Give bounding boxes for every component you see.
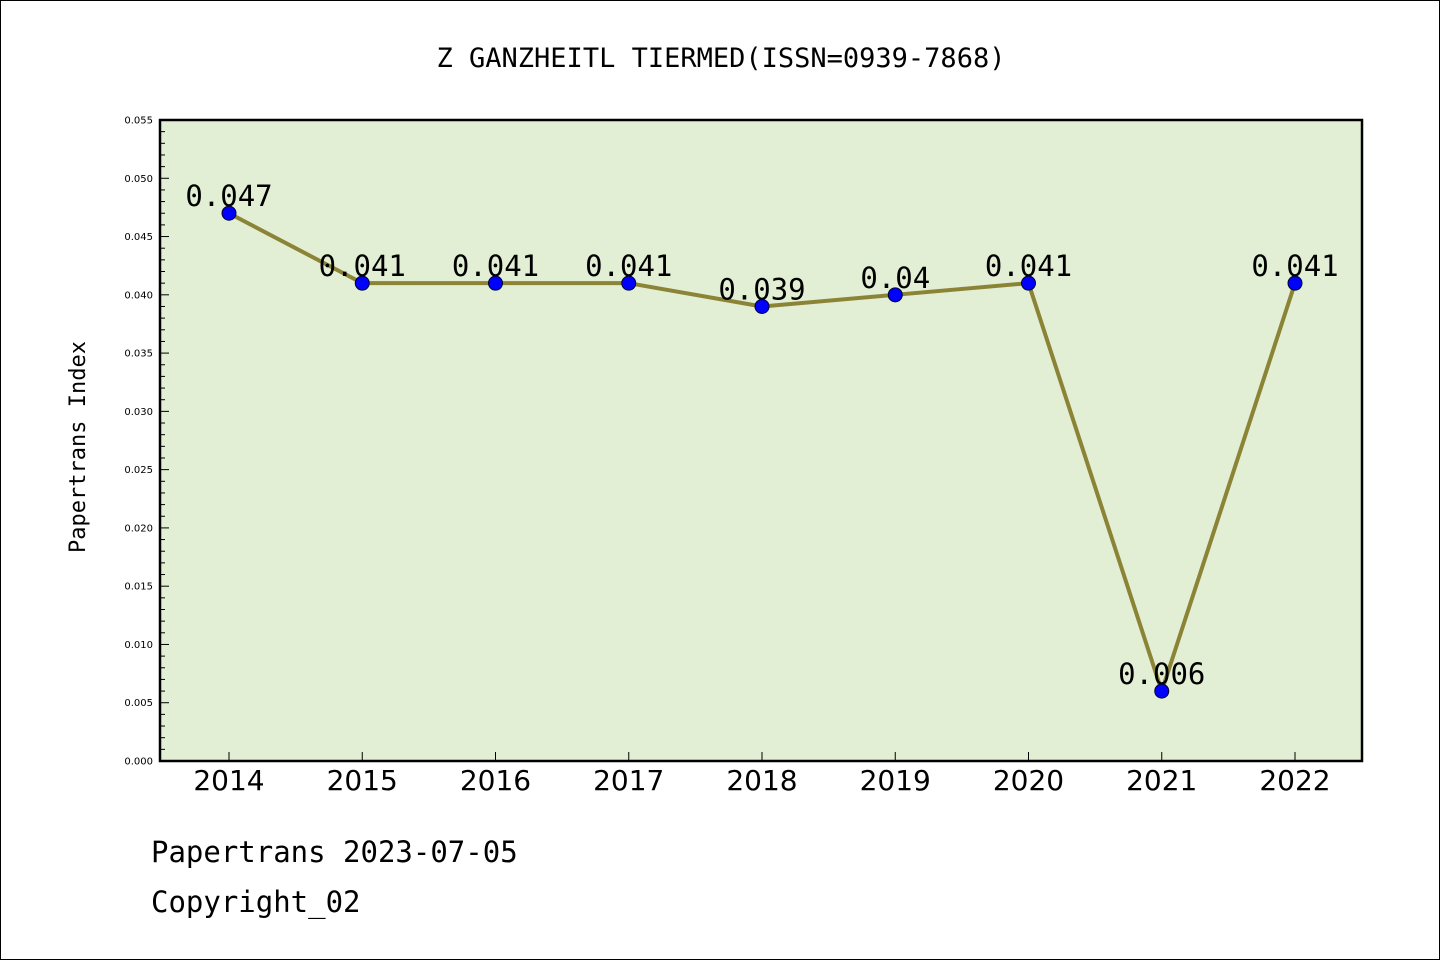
data-label: 0.04 xyxy=(860,261,930,295)
data-point xyxy=(887,287,903,303)
y-axis: 0.000 0.005 0.010 0.015 0.020 0.025 0.030 0.035… xyxy=(124,116,169,768)
data-label: 0.041 xyxy=(585,249,672,283)
x-tick-label: 2021 xyxy=(1126,764,1197,797)
x-tick-label: 2018 xyxy=(726,764,797,797)
data-point xyxy=(221,205,237,221)
y-tick-label: 0.040 xyxy=(124,290,153,301)
y-tick-label: 0.025 xyxy=(124,465,153,476)
data-label: 0.047 xyxy=(185,179,272,213)
data-label: 0.041 xyxy=(1251,249,1338,283)
data-label: 0.041 xyxy=(985,249,1072,283)
x-tick-label: 2022 xyxy=(1259,764,1330,797)
x-tick-label: 2017 xyxy=(593,764,664,797)
plot-border xyxy=(158,118,1364,763)
data-label: 0.041 xyxy=(319,249,406,283)
data-label: 0.041 xyxy=(452,249,539,283)
x-tick-label: 2015 xyxy=(327,764,398,797)
y-tick-label: 0.045 xyxy=(124,232,153,243)
data-point xyxy=(1021,275,1036,291)
y-tick-label: 0.020 xyxy=(124,523,153,534)
data-point xyxy=(1287,275,1303,291)
chart-title: Z GANZHEITL TIERMED(ISSN=0939-7868) xyxy=(437,43,1006,74)
data-label: 0.039 xyxy=(718,272,805,306)
y-tick-label: 0.035 xyxy=(124,349,153,360)
y-tick-label: 0.010 xyxy=(124,640,153,651)
x-tick-label: 2020 xyxy=(993,764,1064,797)
y-tick-label: 0.055 xyxy=(124,116,153,127)
x-tick-label: 2016 xyxy=(460,764,531,797)
data-label: 0.006 xyxy=(1118,657,1205,691)
footer-copyright: Copyright_02 xyxy=(151,885,361,919)
data-point xyxy=(621,275,637,291)
data-point xyxy=(754,298,770,314)
data-point xyxy=(488,275,503,291)
x-tick-label: 2019 xyxy=(860,764,931,797)
series-line-group: 0.047 0.041 0.041 0.041 0.039 0.04 0.041 0.006 0… xyxy=(185,179,1339,699)
y-tick-label: 0.050 xyxy=(124,174,153,185)
data-point xyxy=(1154,683,1170,699)
y-tick-label: 0.030 xyxy=(124,407,153,418)
y-axis-label: Papertrans Index xyxy=(66,341,91,553)
y-tick-label: 0.000 xyxy=(124,757,153,768)
y-tick-label: 0.005 xyxy=(124,698,153,709)
plot-area xyxy=(160,120,1362,761)
footer-date: Papertrans 2023-07-05 xyxy=(151,835,518,869)
x-axis: 2014 2015 2016 2017 2018 2019 2020 2021 2022 xyxy=(193,752,1331,797)
x-tick-label: 2014 xyxy=(193,764,264,797)
data-point xyxy=(354,275,370,291)
y-tick-label: 0.015 xyxy=(124,582,153,593)
